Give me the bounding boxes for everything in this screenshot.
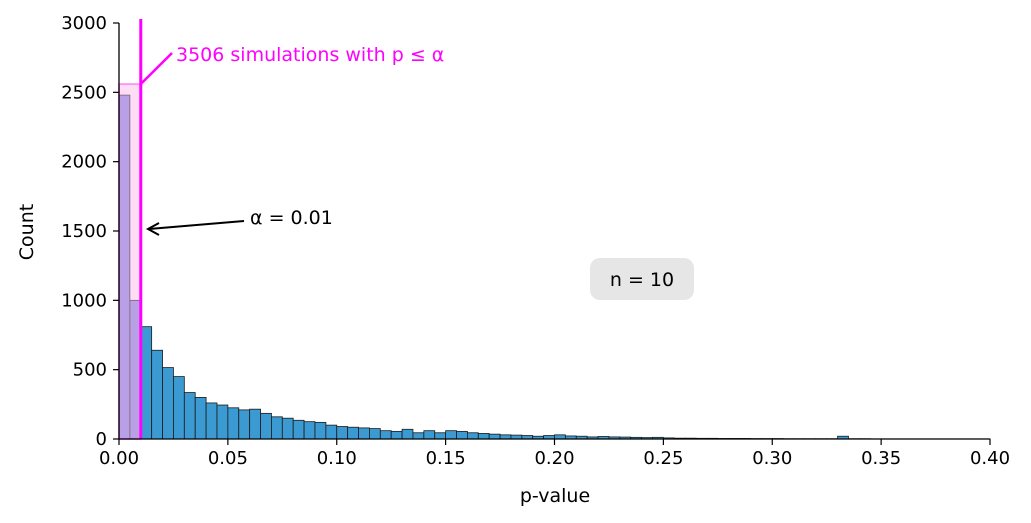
histogram-bar (281, 417, 294, 440)
histogram-bar (358, 427, 370, 440)
histogram-bar (194, 396, 207, 440)
histogram-bar (314, 421, 327, 440)
y-tick-label: 0 (96, 429, 107, 450)
x-tick-label: 0.10 (317, 448, 357, 469)
histogram-bar (423, 430, 436, 440)
histogram-bar (412, 432, 425, 440)
y-tick-label: 1000 (61, 290, 107, 311)
histogram-bar (488, 433, 501, 440)
alpha-annotation-arrowhead (145, 222, 160, 236)
x-tick-label: 0.20 (534, 448, 574, 469)
histogram-bar (466, 432, 479, 440)
y-tick-label: 2000 (61, 152, 107, 173)
histogram-bar (336, 426, 349, 440)
y-ticks: 0 500 1000 1500 2000 2500 3000 (61, 13, 119, 450)
sample-size-label: n = 10 (610, 269, 674, 291)
histogram-bar (434, 432, 447, 440)
alpha-region-highlight (118, 83, 142, 440)
histogram-bar (379, 430, 392, 440)
y-tick-label: 500 (73, 360, 107, 381)
histogram-bar (205, 402, 218, 440)
x-tick-label: 0.15 (426, 448, 466, 469)
histogram-bar (477, 433, 490, 440)
y-tick-label: 3000 (61, 13, 107, 34)
x-tick-label: 0.30 (752, 448, 792, 469)
x-tick-label: 0.00 (99, 448, 139, 469)
sample-size-box (590, 258, 694, 300)
histogram-bar (369, 428, 381, 440)
histogram-bar (151, 349, 163, 440)
histogram-bar (325, 424, 338, 440)
histogram-bar (183, 392, 196, 440)
x-tick-label: 0.40 (970, 448, 1010, 469)
histogram-bar (292, 419, 305, 440)
alpha-annotation-arrow (148, 220, 245, 230)
axes: 0.00 0.05 0.10 0.15 0.20 0.25 0.30 0.35 0.40 0 50… (61, 13, 1010, 469)
histogram-bar (173, 376, 185, 440)
x-ticks: 0.00 0.05 0.10 0.15 0.20 0.25 0.30 0.35 0.40 (99, 439, 1010, 469)
histogram-bar (227, 407, 240, 440)
histogram-bar (303, 421, 316, 440)
y-tick-label: 1500 (61, 221, 107, 242)
histogram-bar (390, 430, 403, 440)
x-tick-label: 0.05 (208, 448, 248, 469)
histogram-bar (456, 430, 468, 440)
histogram-bar (445, 430, 457, 440)
y-axis-label: Count (16, 204, 38, 260)
histogram-bar (260, 412, 272, 440)
x-tick-label: 0.35 (861, 448, 901, 469)
histogram-bar (249, 408, 261, 440)
histogram-bar (271, 416, 283, 440)
histogram-bar (140, 326, 153, 440)
histogram-bar (162, 367, 174, 440)
histogram-bar (216, 404, 229, 440)
simulations-annotation: 3506 simulations with p ≤ α (176, 44, 444, 66)
histogram-bars (118, 94, 991, 440)
x-tick-label: 0.25 (643, 448, 683, 469)
histogram-bar (401, 428, 414, 440)
histogram-bar (238, 409, 251, 440)
alpha-annotation: α = 0.01 (250, 207, 333, 229)
x-axis-label: p-value (520, 485, 590, 507)
histogram-bar (347, 426, 359, 440)
y-tick-label: 2500 (61, 82, 107, 103)
simulations-annotation-leader (139, 52, 173, 85)
